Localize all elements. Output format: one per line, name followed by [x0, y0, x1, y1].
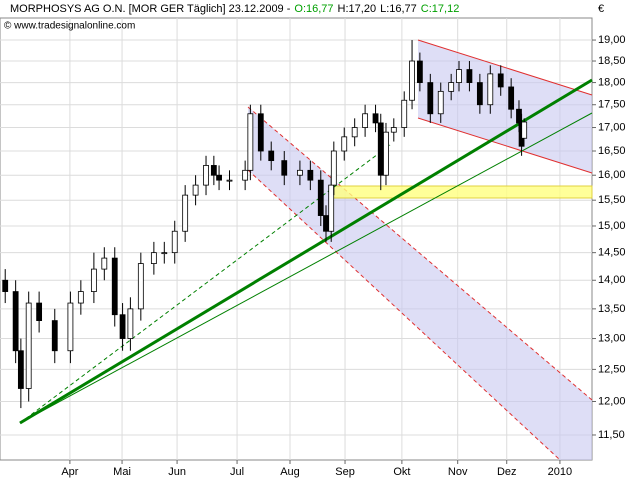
candle-body [516, 108, 522, 124]
candle-body [377, 122, 384, 176]
candle-body [182, 194, 189, 232]
candle-body [317, 179, 324, 216]
candle-body [466, 69, 473, 83]
x-tick-label: Jul [230, 466, 244, 478]
candle-body [257, 113, 264, 152]
candle-body [297, 169, 303, 176]
candle-body [416, 60, 423, 83]
candle-body [307, 169, 314, 181]
candle-body [77, 291, 84, 304]
channel-line [417, 117, 593, 174]
candle-body [362, 113, 369, 128]
candle-body [476, 82, 483, 106]
y-tick-label: 17,50 [598, 99, 626, 111]
candle-body [448, 82, 455, 92]
y-tick-label: 15,50 [598, 194, 626, 206]
candle-body [111, 257, 118, 316]
candle-body [90, 268, 97, 292]
chart-title: MORPHOSYS AG O.N. [MOR GER Täglich] 23.1… [10, 3, 459, 15]
y-tick-label: 18,50 [598, 55, 626, 67]
candle-body [372, 113, 379, 124]
candle-body [341, 136, 348, 152]
candles [2, 40, 528, 409]
candle-body [226, 179, 233, 182]
candle-body [119, 314, 126, 339]
candle-body [161, 252, 168, 255]
x-tick-label: Aug [280, 466, 300, 478]
candle-body [67, 302, 74, 352]
x-tick-label: Sep [335, 466, 355, 478]
candle-body [242, 169, 249, 181]
candle-body [409, 60, 415, 101]
candle-body [203, 165, 209, 186]
y-tick-label: 15,00 [598, 220, 626, 232]
y-tick-label: 14,50 [598, 247, 626, 259]
candle-body [437, 90, 444, 115]
y-tick-label: 17,00 [598, 121, 626, 133]
candle-body [36, 302, 43, 321]
candle-body [17, 350, 24, 389]
candle-body [216, 174, 222, 181]
trend-line [19, 78, 593, 425]
candle-body [2, 279, 9, 292]
candle-body [210, 165, 217, 176]
candle-body [330, 150, 337, 186]
candle-body [171, 230, 178, 254]
candle-body [137, 263, 144, 310]
candle-body [51, 320, 58, 352]
channel-line [417, 39, 593, 96]
quote-value: L:16,77 [380, 3, 417, 15]
channel-line [247, 106, 593, 401]
candle-body [487, 73, 494, 106]
candle-body [101, 257, 108, 270]
candle-body [127, 308, 134, 339]
y-tick-label: 14,00 [598, 274, 626, 286]
title: MORPHOSYS AG O.N. [MOR GER Täglich] 23.1… [10, 3, 291, 15]
support-zone [329, 185, 593, 199]
y-tick-label: 12,50 [598, 363, 626, 375]
x-tick-label: Jun [168, 466, 186, 478]
x-tick-label: Okt [393, 466, 410, 478]
x-tick-label: Dez [497, 466, 517, 478]
y-tick-label: 11,50 [598, 429, 625, 441]
candle-body [456, 69, 462, 83]
currency: € [598, 3, 604, 15]
candle-body [351, 127, 358, 138]
candle-body [390, 127, 397, 133]
candle-body [323, 215, 329, 232]
candle-body [25, 302, 32, 389]
y-tick-label: 19,00 [598, 34, 626, 46]
y-tick-label: 13,50 [598, 303, 626, 315]
candle-body [427, 82, 434, 115]
y-tick-label: 18,00 [598, 76, 626, 88]
candle-body [247, 113, 254, 171]
x-tick-label: 2010 [548, 466, 572, 478]
candle-body [521, 121, 528, 139]
candle-body [328, 184, 335, 232]
quote: O:16,77 H:17,20 L:16,77 C:17,12 [294, 3, 459, 15]
candle-body [497, 73, 504, 88]
candle-body [12, 291, 19, 352]
quote-value: H:17,20 [338, 3, 377, 15]
x-tick-label: Apr [61, 466, 78, 478]
candle-body [150, 252, 157, 264]
quote-value: O:16,77 [294, 3, 333, 15]
quote-value: C:17,12 [421, 3, 460, 15]
y-tick-label: 16,00 [598, 169, 626, 181]
candle-body [281, 160, 288, 176]
source: © www.tradesignalonline.com [4, 21, 135, 32]
candle-body [383, 131, 389, 176]
y-tick-label: 13,00 [598, 332, 626, 344]
candle-body [401, 99, 408, 128]
y-tick-label: 12,00 [598, 395, 626, 407]
candle-body [192, 184, 199, 196]
channel-line [247, 169, 561, 461]
trend-line [19, 112, 593, 424]
x-tick-label: Nov [448, 466, 468, 478]
candle-body [508, 86, 515, 110]
y-tick-label: 16,50 [598, 145, 626, 157]
candle-body [268, 150, 275, 162]
x-tick-label: Mai [113, 466, 131, 478]
